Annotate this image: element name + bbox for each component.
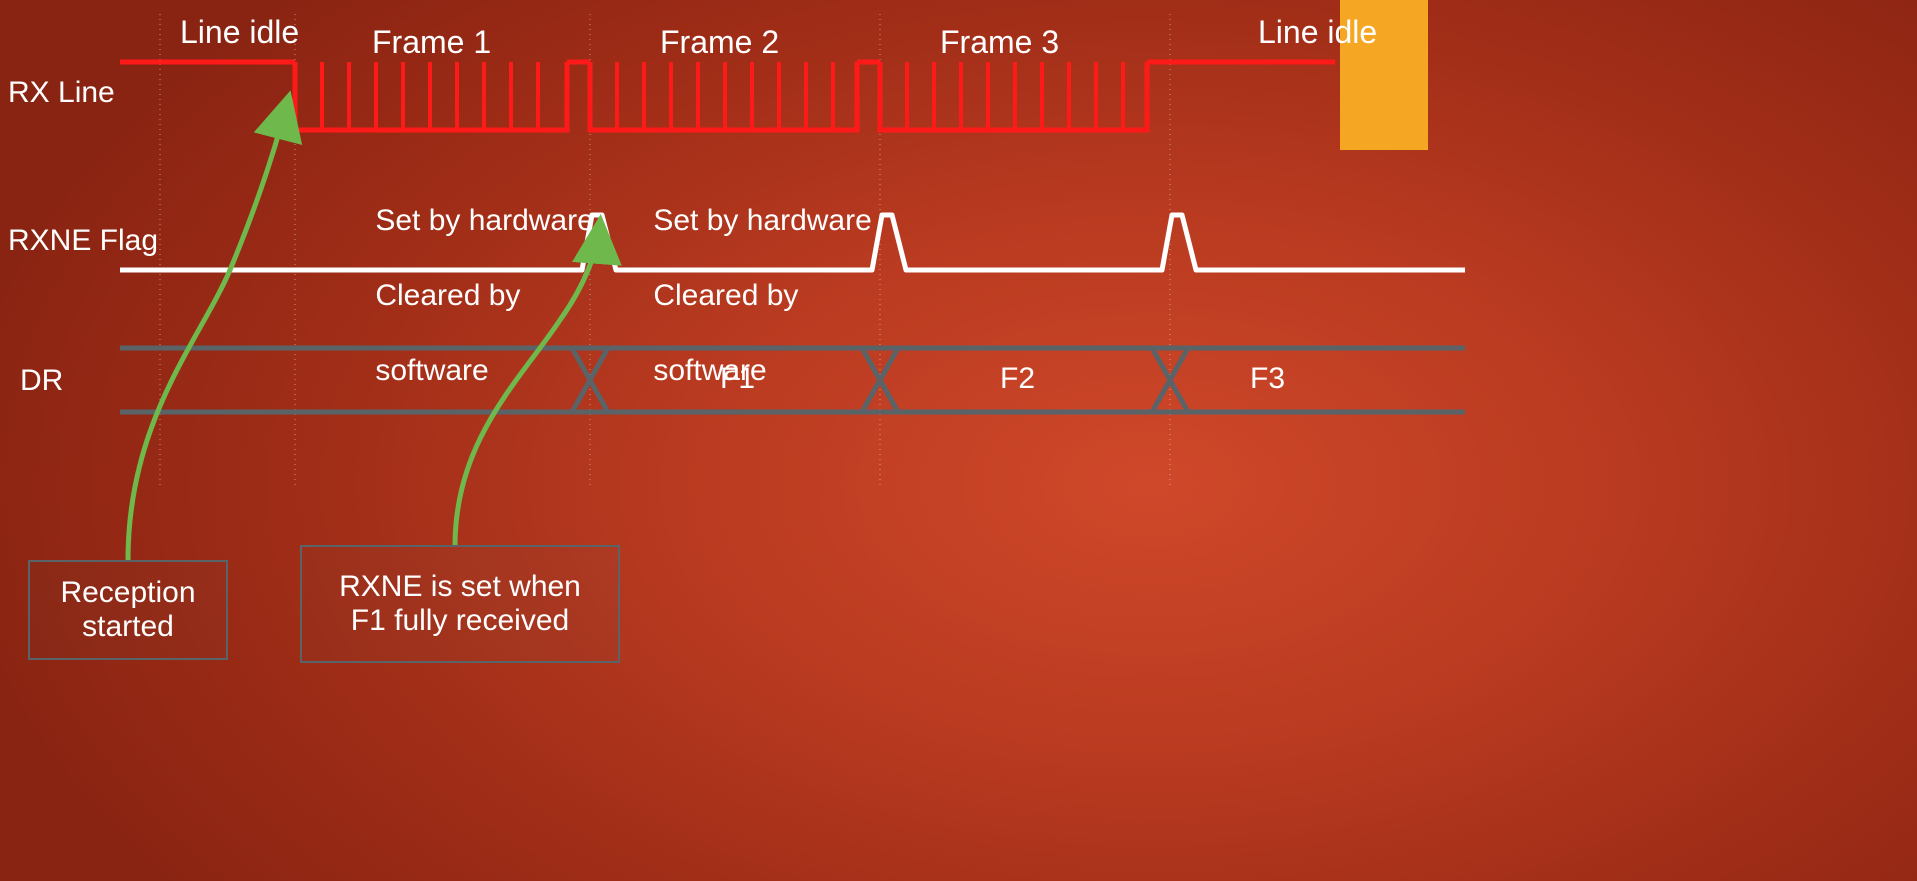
hw-sw-1-line3: software xyxy=(375,354,488,387)
hw-sw-1-line2: Cleared by xyxy=(375,279,520,312)
dr-cell-f3: F3 xyxy=(1250,362,1285,396)
dr-label: DR xyxy=(20,364,63,398)
rxne-set-text: RXNE is set when F1 fully received xyxy=(320,570,600,638)
frame3-label: Frame 3 xyxy=(940,24,1059,61)
rxne-set-callout: RXNE is set when F1 fully received xyxy=(300,545,620,663)
hw-sw-annotation-1: Set by hardware Cleared by software xyxy=(342,164,594,427)
hw-sw-1-line1: Set by hardware xyxy=(375,204,593,237)
rx-line-trace xyxy=(120,62,1335,130)
idle-left-label: Line idle xyxy=(180,14,299,51)
frame1-label: Frame 1 xyxy=(372,24,491,61)
dr-cell-f2: F2 xyxy=(1000,362,1035,396)
dr-cell-f1: F1 xyxy=(720,362,755,396)
rx-line-label: RX Line xyxy=(8,76,115,110)
hw-sw-2-line1: Set by hardware xyxy=(653,204,871,237)
idle-right-label: Line idle xyxy=(1258,14,1377,51)
reception-started-callout: Reception started xyxy=(28,560,228,660)
frame2-label: Frame 2 xyxy=(660,24,779,61)
rxne-flag-label: RXNE Flag xyxy=(8,224,158,258)
timing-diagram: RX Line RXNE Flag DR Line idle Frame 1 F… xyxy=(0,0,1917,881)
hw-sw-2-line2: Cleared by xyxy=(653,279,798,312)
reception-started-text: Reception started xyxy=(48,576,208,644)
diagram-svg xyxy=(0,0,1917,881)
